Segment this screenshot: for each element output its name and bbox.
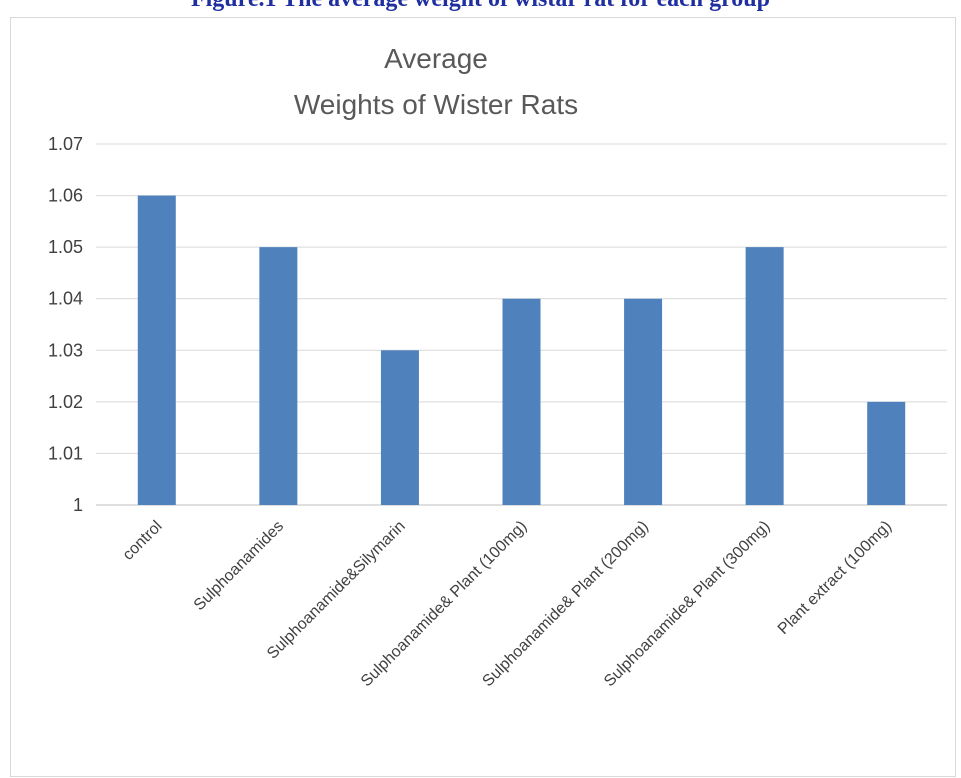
x-category-label: Sulphoanamide&Silymarin [264, 518, 409, 663]
chart-frame: Average Weights of Wister Rats 1 1.01 1.02… [10, 17, 956, 777]
y-tick-label: 1.05 [48, 237, 83, 257]
y-tick-label: 1.04 [48, 289, 83, 309]
y-tick-label: 1 [73, 495, 83, 515]
y-tick-label: 1.01 [48, 443, 83, 463]
chart-title-line-2: Weights of Wister Rats [294, 89, 578, 120]
bar [624, 298, 663, 505]
y-tick-label: 1.06 [48, 186, 83, 206]
bars [137, 195, 906, 506]
x-category-label: control [120, 518, 166, 564]
y-tick-label: 1.03 [48, 340, 83, 360]
bar [137, 195, 176, 506]
bar [502, 298, 541, 505]
figure-caption: Figure.1 The average weight of wistar ra… [0, 0, 961, 13]
chart-title-line-1: Average [384, 43, 488, 74]
bar [259, 247, 298, 505]
bar [867, 401, 906, 505]
y-axis-tick-labels: 1 1.01 1.02 1.03 1.04 1.05 1.06 1.07 [48, 134, 83, 515]
x-axis-category-labels: control SulphoanamidesSulphoanamide&Silym… [120, 518, 895, 690]
x-category-label: Sulphoanamides [191, 518, 287, 614]
y-tick-label: 1.02 [48, 392, 83, 412]
x-category-label: Plant extract (100mg) [775, 518, 895, 638]
bar-chart: Average Weights of Wister Rats 1 1.01 1.02… [48, 43, 947, 690]
bar [380, 350, 419, 505]
bar [745, 247, 784, 505]
y-tick-label: 1.07 [48, 134, 83, 154]
